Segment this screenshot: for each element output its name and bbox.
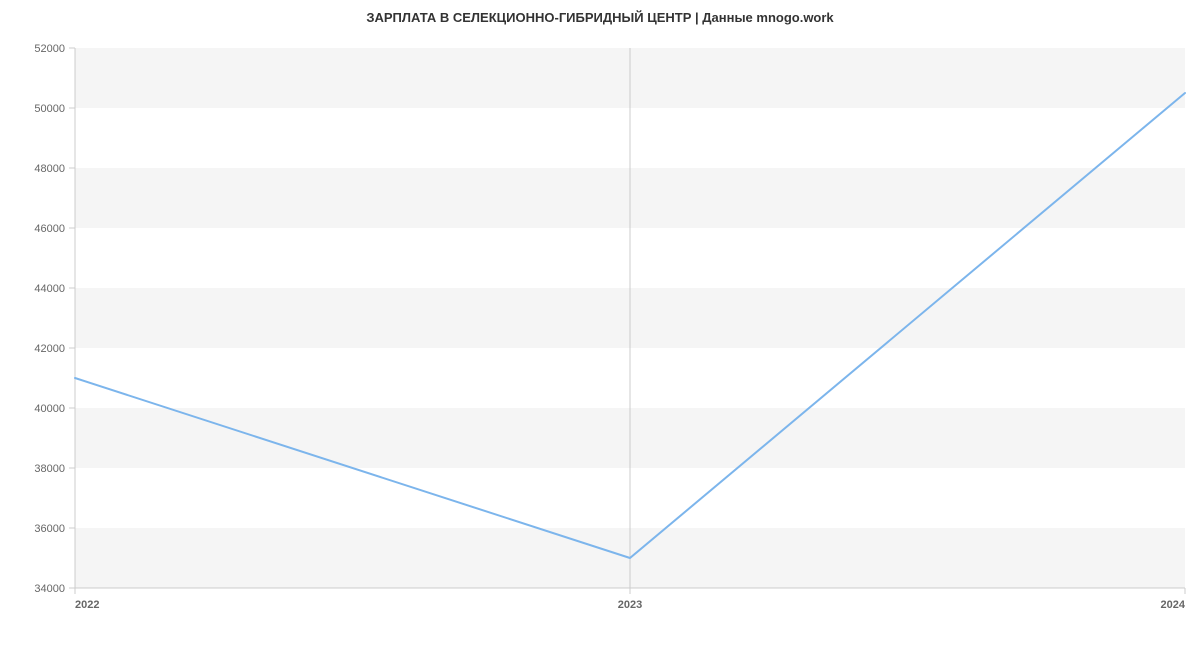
y-tick-label: 42000 <box>34 343 65 355</box>
x-tick-label: 2024 <box>1161 599 1186 611</box>
chart-svg: 34000 36000 38000 40000 42000 44000 46000 48000… <box>0 0 1200 650</box>
y-tick-label: 48000 <box>34 163 65 175</box>
y-tick-label: 46000 <box>34 223 65 235</box>
x-tick-label: 2022 <box>75 599 99 611</box>
x-tick-label: 2023 <box>618 599 642 611</box>
y-tick-label: 34000 <box>34 583 65 595</box>
y-tick-label: 44000 <box>34 283 65 295</box>
y-tick-label: 40000 <box>34 403 65 415</box>
y-tick-label: 38000 <box>34 463 65 475</box>
chart-container: ЗАРПЛАТА В СЕЛЕКЦИОННО-ГИБРИДНЫЙ ЦЕНТР |… <box>0 0 1200 650</box>
y-tick-label: 50000 <box>34 103 65 115</box>
y-tick-label: 36000 <box>34 523 65 535</box>
y-tick-label: 52000 <box>34 43 65 55</box>
